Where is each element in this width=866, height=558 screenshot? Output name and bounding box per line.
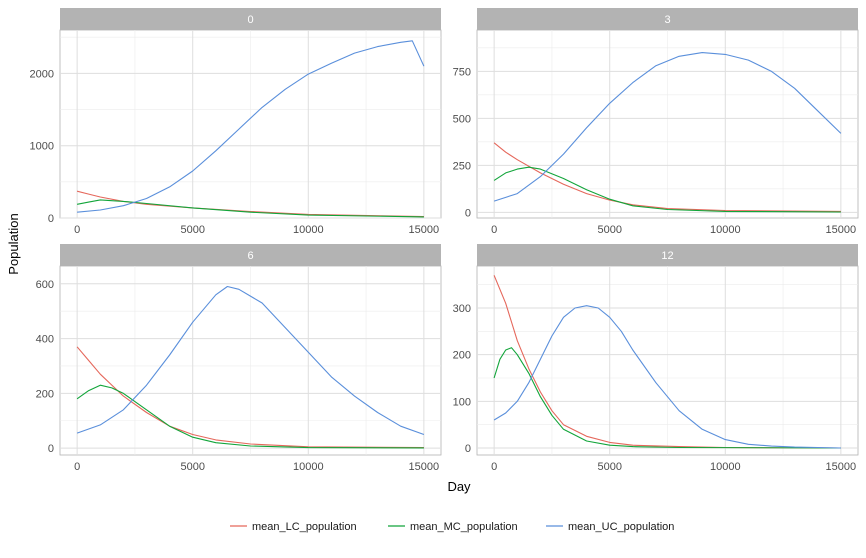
series-line-mean_MC_population [76,384,424,449]
facet-strip [60,8,441,30]
x-tick-label: 5000 [180,461,204,473]
x-tick-label: 15000 [826,224,857,236]
facet-strip-label: 6 [247,250,253,262]
y-tick-label: 1000 [30,141,54,153]
x-tick-label: 15000 [826,461,857,473]
facet-strip [60,244,441,266]
series-line-mean_MC_population [76,199,424,218]
legend-item: mean_LC_population [230,521,357,533]
panel-0: 0 0 5000 10000 15000 0 1000 2000 [30,8,442,236]
x-tick-label: 0 [74,224,80,236]
panel-12: 12 0 5000 10000 15000 0 100 200 300 [453,244,859,473]
y-tick-label: 200 [453,350,471,362]
panel-6: 6 0 5000 10000 15000 0 200 400 600 [36,244,442,473]
y-tick-label: 200 [36,388,54,400]
x-tick-label: 5000 [597,461,621,473]
x-tick-label: 10000 [293,461,324,473]
y-tick-label: 250 [453,160,471,172]
y-tick-label: 750 [453,66,471,78]
legend-label: mean_LC_population [252,521,357,533]
y-tick-label: 500 [453,113,471,125]
facet-strip-label: 12 [661,250,673,262]
y-tick-label: 400 [36,334,54,346]
legend-label: mean_UC_population [568,521,674,533]
series-line-mean_UC_population [77,40,425,213]
x-tick-label: 0 [491,461,497,473]
facet-strip-label: 0 [247,14,253,26]
y-tick-label: 600 [36,279,54,291]
x-tick-label: 10000 [710,461,741,473]
x-axis-title: Day [447,479,471,494]
x-tick-label: 10000 [710,224,741,236]
legend: mean_LC_population mean_MC_population mean… [230,521,674,533]
y-tick-label: 0 [48,213,54,225]
y-tick-label: 0 [465,207,471,219]
series-line-mean_MC_population [493,347,841,449]
y-tick-label: 300 [453,303,471,315]
series-line-mean_LC_population [76,190,424,218]
x-tick-label: 15000 [409,461,440,473]
x-tick-label: 5000 [597,224,621,236]
legend-item: mean_MC_population [388,521,518,533]
y-tick-label: 0 [465,443,471,455]
facet-strip-label: 3 [664,14,670,26]
legend-item: mean_UC_population [546,521,674,533]
x-tick-label: 0 [74,461,80,473]
x-tick-label: 5000 [180,224,204,236]
x-tick-label: 15000 [409,224,440,236]
series-line-mean_UC_population [493,52,842,202]
facet-strip [477,244,858,266]
panel-3: 3 0 5000 10000 15000 0 250 500 750 [453,8,859,236]
series-line-mean_MC_population [493,166,841,213]
series-line-mean_UC_population [76,285,425,436]
y-tick-label: 100 [453,396,471,408]
x-tick-label: 0 [491,224,497,236]
legend-label: mean_MC_population [410,521,518,533]
y-tick-label: 2000 [30,68,54,80]
series-line-mean_LC_population [493,142,841,212]
x-tick-label: 10000 [293,224,324,236]
facet-strip [477,8,858,30]
series-line-mean_LC_population [493,275,841,449]
y-axis-title: Population [6,213,21,274]
series-line-mean_UC_population [493,305,841,449]
y-tick-label: 0 [48,443,54,455]
